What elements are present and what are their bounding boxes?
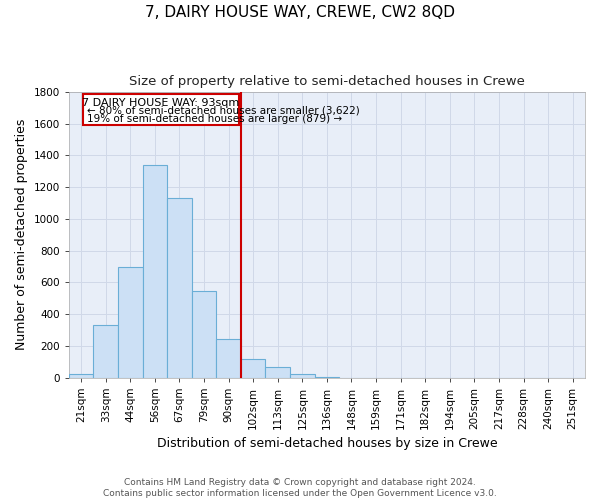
Bar <box>69 374 94 378</box>
Text: Contains HM Land Registry data © Crown copyright and database right 2024.
Contai: Contains HM Land Registry data © Crown c… <box>103 478 497 498</box>
Text: 19% of semi-detached houses are larger (879) →: 19% of semi-detached houses are larger (… <box>87 114 342 124</box>
Bar <box>143 165 167 378</box>
Y-axis label: Number of semi-detached properties: Number of semi-detached properties <box>15 119 28 350</box>
Bar <box>217 338 241 378</box>
Bar <box>167 198 192 378</box>
Text: 7 DAIRY HOUSE WAY: 93sqm: 7 DAIRY HOUSE WAY: 93sqm <box>82 98 239 108</box>
Bar <box>241 360 265 378</box>
Text: 7, DAIRY HOUSE WAY, CREWE, CW2 8QD: 7, DAIRY HOUSE WAY, CREWE, CW2 8QD <box>145 5 455 20</box>
Bar <box>265 367 290 378</box>
Title: Size of property relative to semi-detached houses in Crewe: Size of property relative to semi-detach… <box>129 75 525 88</box>
Bar <box>118 268 143 378</box>
Bar <box>290 374 314 378</box>
FancyBboxPatch shape <box>83 94 239 126</box>
X-axis label: Distribution of semi-detached houses by size in Crewe: Distribution of semi-detached houses by … <box>157 437 497 450</box>
Bar <box>314 376 339 378</box>
Bar <box>192 291 217 378</box>
Bar <box>94 325 118 378</box>
Text: ← 80% of semi-detached houses are smaller (3,622): ← 80% of semi-detached houses are smalle… <box>87 106 359 116</box>
